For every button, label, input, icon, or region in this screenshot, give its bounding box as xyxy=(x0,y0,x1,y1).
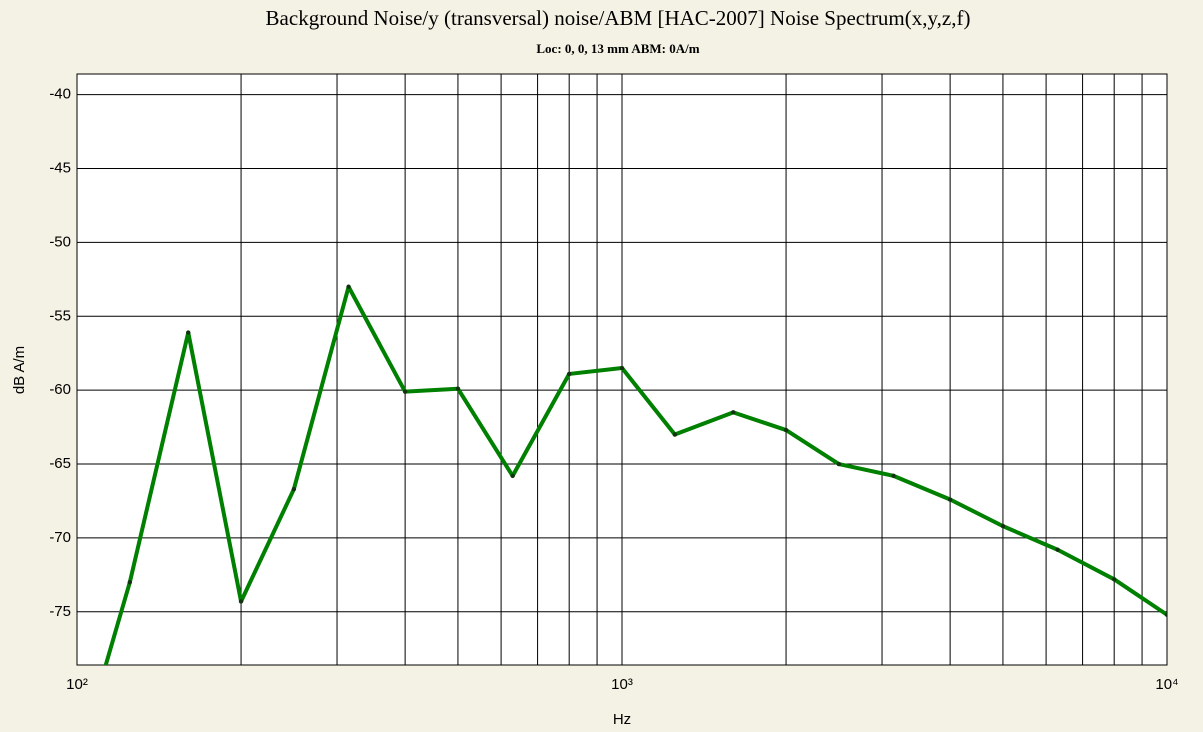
x-tick-label: 10² xyxy=(66,676,88,693)
data-point xyxy=(731,410,736,415)
y-tick-label: -55 xyxy=(49,307,71,324)
plot-frame xyxy=(76,73,1168,666)
data-point xyxy=(672,432,678,437)
data-point xyxy=(510,473,515,479)
y-tick-label: -60 xyxy=(49,381,71,398)
data-point xyxy=(186,330,191,335)
y-tick-label: -65 xyxy=(49,455,71,472)
data-point xyxy=(1111,577,1117,582)
chart-subtitle: Loc: 0, 0, 13 mm ABM: 0A/m xyxy=(536,41,699,56)
series-group xyxy=(103,284,1167,665)
data-point xyxy=(836,461,842,467)
y-tick-label: -45 xyxy=(49,160,71,177)
y-axis-label: dB A/m xyxy=(11,346,28,394)
data-point xyxy=(238,599,244,604)
data-point xyxy=(891,473,896,479)
data-point xyxy=(1055,547,1060,552)
data-point xyxy=(127,580,133,585)
y-tick-label: -75 xyxy=(49,603,71,620)
x-axis-label: Hz xyxy=(613,711,631,728)
y-tick-label: -70 xyxy=(49,529,71,546)
data-point xyxy=(566,371,572,377)
chart-title: Background Noise/y (transversal) noise/A… xyxy=(266,6,971,30)
data-point xyxy=(619,365,625,371)
y-tick-label: -50 xyxy=(49,233,71,250)
data-point xyxy=(402,389,408,394)
x-tick-label: 10⁴ xyxy=(1155,676,1178,693)
data-point xyxy=(291,486,297,492)
data-point xyxy=(783,427,789,433)
x-tick-label: 10³ xyxy=(611,676,633,693)
data-point xyxy=(947,497,953,502)
data-point xyxy=(455,386,461,391)
y-tick-label: -40 xyxy=(49,86,71,103)
data-point xyxy=(346,284,351,289)
data-point xyxy=(1164,612,1167,617)
data-point xyxy=(1000,523,1006,529)
